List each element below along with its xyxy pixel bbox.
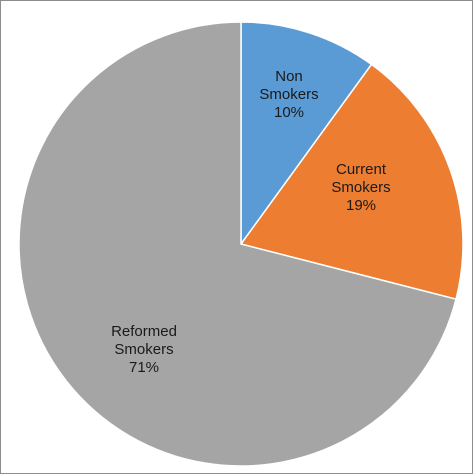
pie-percent-label: 71%: [129, 359, 159, 376]
pie-percent-label: 10%: [274, 104, 304, 121]
pie-slices: [18, 21, 464, 467]
pie-label-current-smokers: Current Smokers 19%: [331, 161, 390, 214]
pie-category-label: Reformed: [111, 323, 177, 340]
pie-category-label: Smokers: [331, 179, 390, 196]
pie-slice-current-smokers: [239, 63, 464, 301]
pie-label-non-smokers: Non Smokers 10%: [259, 68, 318, 121]
pie-category-label: Current: [336, 161, 387, 178]
pie-label-reformed-smokers: Reformed Smokers 71%: [111, 323, 177, 376]
pie-category-label: Smokers: [114, 341, 173, 358]
pie-category-label: Smokers: [259, 86, 318, 103]
pie-slice-reformed-smokers: [18, 21, 457, 467]
pie-slice-non-smokers: [240, 21, 373, 247]
pie-percent-label: 19%: [346, 197, 376, 214]
pie-category-label: Non: [275, 68, 303, 85]
pie-labels: Non Smokers 10%Current Smokers 19%Reformed Sm…: [111, 68, 391, 376]
